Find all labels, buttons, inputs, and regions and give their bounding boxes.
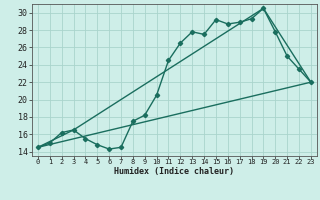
- X-axis label: Humidex (Indice chaleur): Humidex (Indice chaleur): [115, 167, 234, 176]
